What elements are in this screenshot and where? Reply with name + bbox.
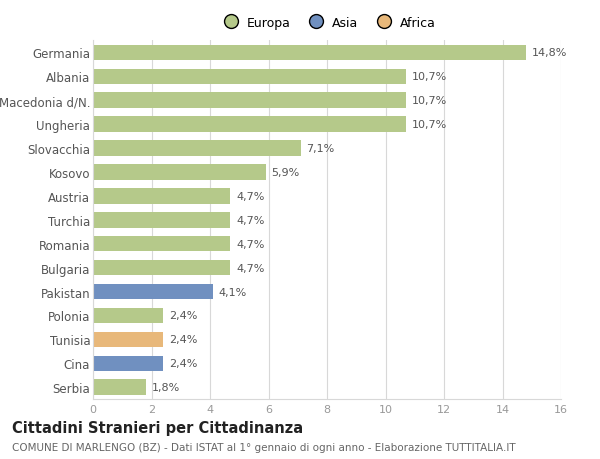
Bar [93,380,146,395]
Bar [93,332,163,347]
Text: 2,4%: 2,4% [169,358,197,369]
Text: 10,7%: 10,7% [412,120,447,130]
Bar [93,260,230,276]
Text: 1,8%: 1,8% [151,382,180,392]
Bar [93,308,163,324]
Text: 4,7%: 4,7% [236,191,265,202]
Bar [93,45,526,61]
Text: 2,4%: 2,4% [169,311,197,321]
Text: 4,7%: 4,7% [236,215,265,225]
Bar [93,117,406,133]
Text: 10,7%: 10,7% [412,96,447,106]
Text: 2,4%: 2,4% [169,335,197,345]
Text: COMUNE DI MARLENGO (BZ) - Dati ISTAT al 1° gennaio di ogni anno - Elaborazione T: COMUNE DI MARLENGO (BZ) - Dati ISTAT al … [12,442,515,452]
Bar [93,165,266,180]
Bar [93,213,230,228]
Text: 4,7%: 4,7% [236,263,265,273]
Text: 14,8%: 14,8% [532,48,567,58]
Bar [93,141,301,157]
Text: 10,7%: 10,7% [412,72,447,82]
Bar [93,356,163,371]
Text: Cittadini Stranieri per Cittadinanza: Cittadini Stranieri per Cittadinanza [12,420,303,435]
Bar [93,69,406,85]
Bar [93,284,213,300]
Bar [93,93,406,109]
Legend: Europa, Asia, Africa: Europa, Asia, Africa [214,12,440,35]
Text: 4,1%: 4,1% [219,287,247,297]
Bar [93,189,230,204]
Text: 4,7%: 4,7% [236,239,265,249]
Text: 5,9%: 5,9% [271,168,299,178]
Bar [93,236,230,252]
Text: 7,1%: 7,1% [307,144,335,154]
